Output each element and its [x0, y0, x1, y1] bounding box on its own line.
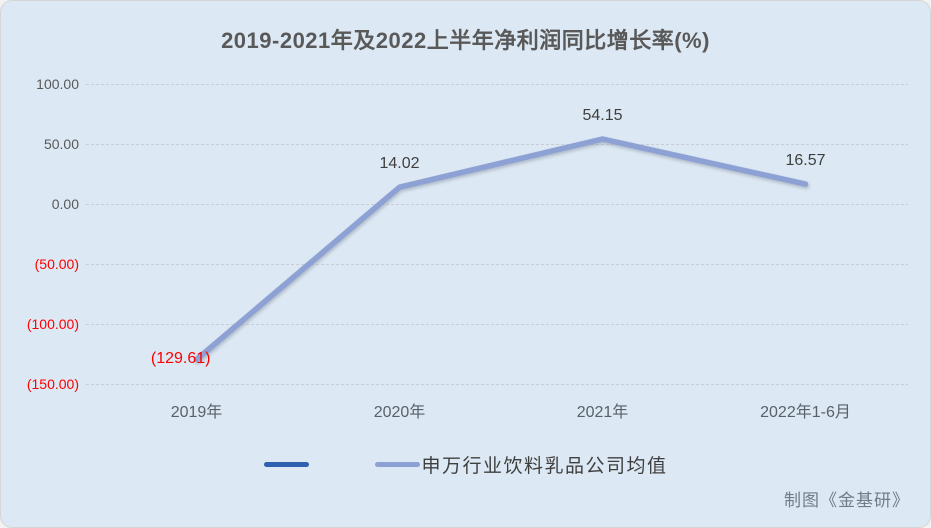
y-axis-tick-label: (50.00) [34, 256, 79, 272]
gridline [86, 204, 908, 205]
y-axis-tick-label: 100.00 [36, 76, 79, 92]
gridline [86, 84, 908, 85]
legend-label: 申万行业饮料乳品公司均值 [421, 456, 668, 477]
legend-line-swatch-dark-icon [263, 462, 309, 467]
y-axis-tick-label: (100.00) [26, 316, 79, 332]
y-axis-tick-label: 0.00 [51, 196, 79, 212]
series-line [193, 136, 809, 363]
data-point-label: 16.57 [785, 152, 826, 170]
x-axis-tick-label: 2021年 [576, 404, 629, 421]
data-point-label: (129.61) [150, 349, 211, 367]
x-axis-tick-label: 2022年1-6月 [760, 404, 851, 421]
credit-text: 制图《金基研》 [784, 491, 910, 510]
y-axis-tick-label: 50.00 [43, 136, 79, 152]
gridline [86, 264, 908, 265]
legend-item-industry-average: 申万行业饮料乳品公司均值 [374, 451, 667, 478]
x-axis-tick-label: 2020年 [373, 404, 426, 421]
data-point-label: 14.02 [379, 155, 420, 173]
legend-line-swatch-light-icon [374, 462, 420, 467]
data-point-label: 54.15 [582, 107, 623, 125]
legend-item-unnamed-series [263, 462, 310, 467]
gridline [86, 324, 908, 325]
x-axis-tick-label: 2019年 [170, 404, 223, 421]
chart-title: 2019-2021年及2022上半年净利润同比增长率(%) [221, 28, 710, 53]
gridline [86, 144, 908, 145]
y-axis-tick-label: (150.00) [26, 376, 79, 392]
legend: 申万行业饮料乳品公司均值 [263, 451, 667, 478]
gridline [86, 384, 908, 385]
